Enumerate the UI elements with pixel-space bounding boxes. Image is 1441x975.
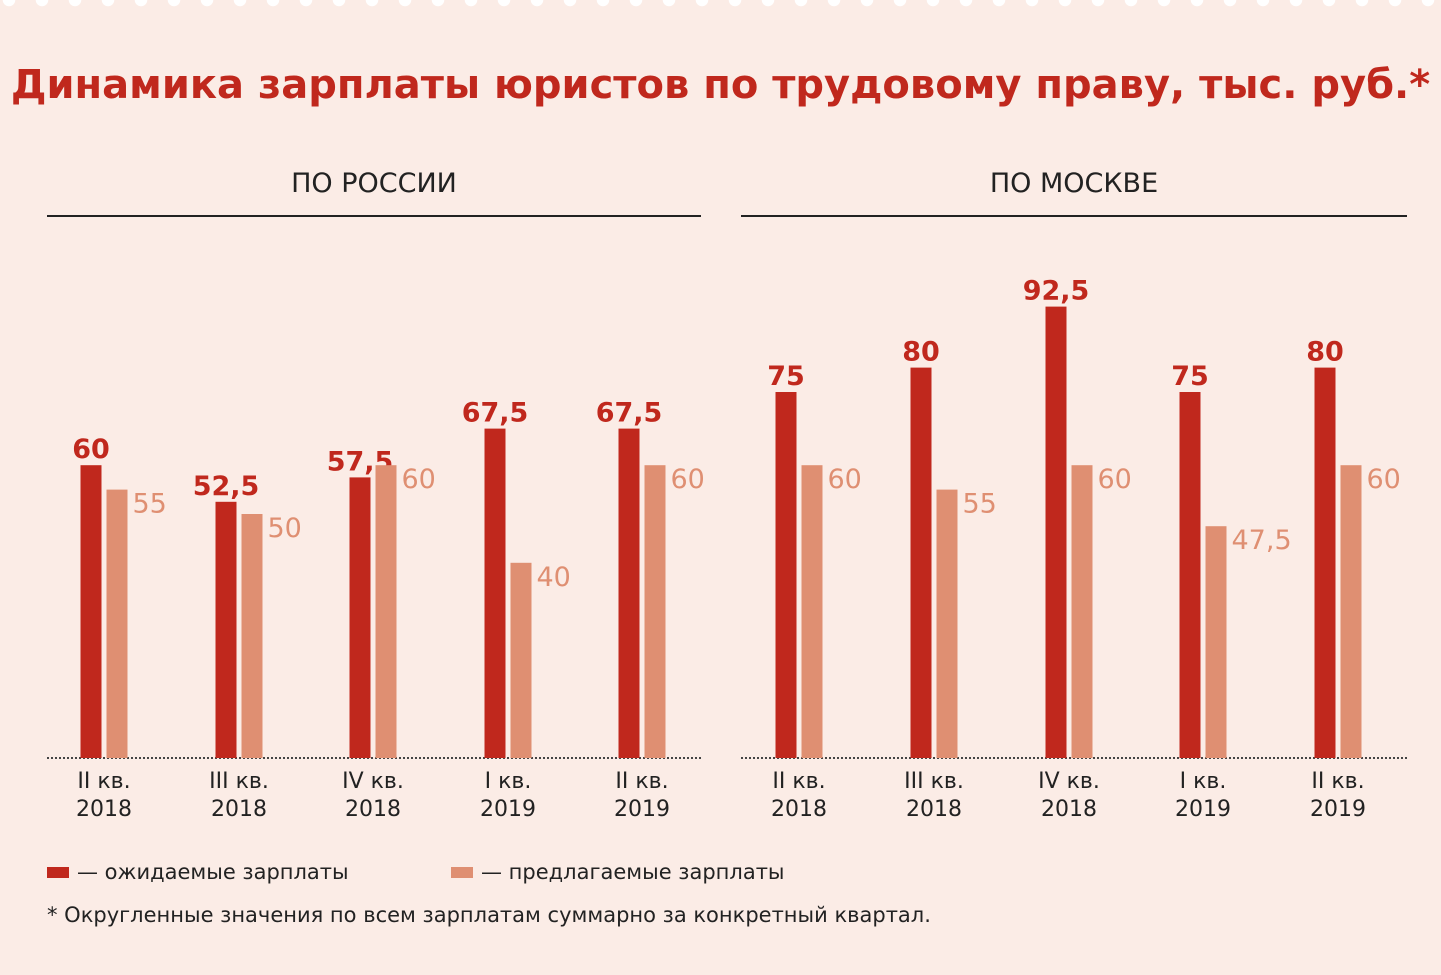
value-label-expected-1-3: 75	[1171, 361, 1209, 392]
category-label-1-1: III кв. 2018	[864, 768, 1004, 824]
footnote: * Округленные значения по всем зарплатам…	[47, 903, 931, 927]
bar-expected-1-1	[910, 367, 932, 758]
legend-swatch-offered	[451, 866, 473, 878]
value-label-offered-1-2: 60	[1098, 464, 1132, 495]
chart-title: Динамика зарплаты юристов по трудовому п…	[10, 62, 1431, 108]
legend-swatch-expected	[47, 866, 69, 878]
category-year: 2019	[1310, 797, 1366, 822]
category-quarter: II кв.	[1311, 769, 1365, 794]
category-year: 2018	[906, 797, 962, 822]
category-label-1-0: II кв. 2018	[729, 768, 869, 824]
bar-expected-1-2	[1045, 306, 1067, 758]
category-year: 2018	[771, 797, 827, 822]
category-quarter: I кв.	[1179, 769, 1227, 794]
bar-offered-1-3	[1205, 526, 1227, 758]
perforated-edge	[0, 0, 1441, 9]
bar-offered-1-0	[801, 465, 823, 758]
category-year: 2019	[1175, 797, 1231, 822]
bar-offered-1-1	[936, 489, 958, 758]
bar-offered-0-1	[241, 514, 263, 758]
category-label-0-2: IV кв. 2018	[303, 768, 443, 824]
category-year: 2019	[480, 797, 536, 822]
value-label-expected-0-1: 52,5	[193, 471, 260, 502]
category-label-1-2: IV кв. 2018	[999, 768, 1139, 824]
legend-label-expected: — ожидаемые зарплаты	[77, 860, 349, 884]
category-label-0-1: III кв. 2018	[169, 768, 309, 824]
value-label-offered-1-4: 60	[1367, 464, 1401, 495]
panel-rule-moscow	[741, 215, 1407, 217]
value-label-offered-1-1: 55	[963, 489, 997, 520]
category-quarter: IV кв.	[1038, 769, 1100, 794]
category-quarter: IV кв.	[342, 769, 404, 794]
category-quarter: I кв.	[484, 769, 532, 794]
category-year: 2018	[211, 797, 267, 822]
value-label-expected-0-4: 67,5	[596, 398, 663, 429]
bar-offered-0-4	[644, 465, 666, 758]
value-label-expected-0-3: 67,5	[462, 398, 529, 429]
category-quarter: III кв.	[209, 769, 269, 794]
bar-offered-0-3	[510, 562, 532, 758]
category-year: 2018	[345, 797, 401, 822]
value-label-expected-1-2: 92,5	[1023, 276, 1090, 307]
value-label-expected-0-0: 60	[72, 434, 110, 465]
value-label-offered-1-0: 60	[828, 464, 862, 495]
category-label-1-3: I кв. 2019	[1133, 768, 1273, 824]
bar-expected-1-4	[1314, 367, 1336, 758]
bar-offered-0-0	[106, 489, 128, 758]
category-year: 2019	[614, 797, 670, 822]
bar-expected-0-1	[215, 501, 237, 758]
category-year: 2018	[76, 797, 132, 822]
value-label-offered-0-2: 60	[402, 464, 436, 495]
category-quarter: II кв.	[772, 769, 826, 794]
value-label-offered-0-4: 60	[671, 464, 705, 495]
bar-offered-1-4	[1340, 465, 1362, 758]
bar-expected-0-4	[618, 428, 640, 758]
bar-expected-0-2	[349, 477, 371, 758]
bar-expected-0-0	[80, 465, 102, 758]
legend-expected: — ожидаемые зарплаты	[47, 860, 349, 884]
category-label-1-4: II кв. 2019	[1268, 768, 1408, 824]
value-label-offered-0-3: 40	[537, 562, 571, 593]
category-label-0-3: I кв. 2019	[438, 768, 578, 824]
category-quarter: II кв.	[615, 769, 669, 794]
value-label-expected-1-4: 80	[1306, 337, 1344, 368]
panel-title-russia: ПО РОССИИ	[291, 168, 457, 199]
category-quarter: II кв.	[77, 769, 131, 794]
bar-expected-1-0	[775, 392, 797, 758]
panel-rule-russia	[47, 215, 701, 217]
legend-offered: — предлагаемые зарплаты	[451, 860, 785, 884]
value-label-expected-1-0: 75	[767, 361, 805, 392]
value-label-offered-0-0: 55	[133, 489, 167, 520]
category-year: 2018	[1041, 797, 1097, 822]
value-label-expected-1-1: 80	[902, 337, 940, 368]
value-label-offered-1-3: 47,5	[1232, 525, 1292, 556]
category-label-0-4: II кв. 2019	[572, 768, 712, 824]
bar-offered-1-2	[1071, 465, 1093, 758]
category-label-0-0: II кв. 2018	[34, 768, 174, 824]
baseline-russia	[47, 757, 701, 759]
panel-title-moscow: ПО МОСКВЕ	[989, 168, 1159, 199]
value-label-offered-0-1: 50	[268, 513, 302, 544]
bar-expected-0-3	[484, 428, 506, 758]
bar-offered-0-2	[375, 465, 397, 758]
bar-expected-1-3	[1179, 392, 1201, 758]
legend-label-offered: — предлагаемые зарплаты	[481, 860, 785, 884]
category-quarter: III кв.	[904, 769, 964, 794]
